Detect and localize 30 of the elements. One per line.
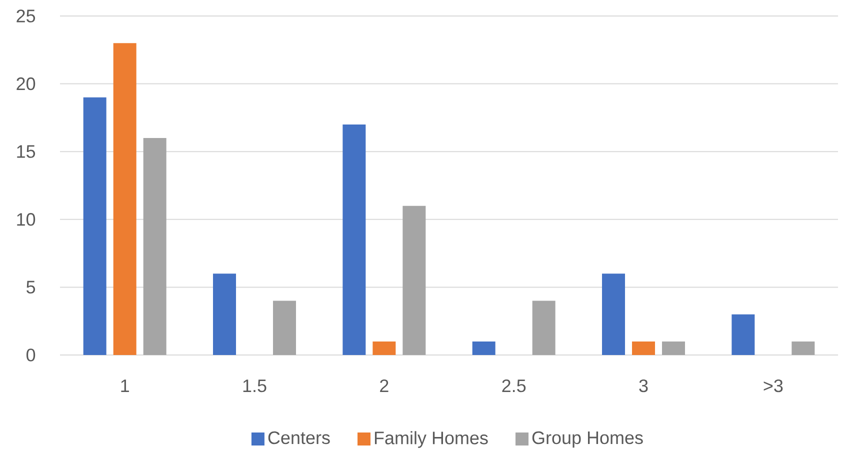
x-tick-label: 1.5	[243, 380, 266, 392]
bar	[213, 274, 236, 355]
legend-label: Group Homes	[532, 431, 643, 448]
bar	[732, 314, 755, 355]
bar	[83, 97, 106, 355]
bar	[402, 206, 426, 355]
x-tick-label: 3	[639, 379, 648, 392]
y-tick-label: 5	[26, 280, 36, 294]
y-tick-label: 25	[16, 10, 36, 22]
bar	[602, 274, 626, 355]
bar	[632, 341, 656, 355]
bar	[532, 300, 556, 355]
x-tick-label: >3	[764, 379, 783, 392]
bar	[273, 300, 296, 355]
x-tick-label: 2.5	[502, 379, 526, 392]
y-tick-label: 15	[17, 145, 36, 158]
bar	[472, 341, 496, 355]
bar	[662, 341, 686, 355]
bar	[143, 138, 166, 355]
x-tick-label: 1	[121, 380, 129, 392]
bar	[792, 341, 815, 355]
y-tick-label: 0	[26, 348, 36, 362]
x-tick-label: 2	[380, 379, 388, 392]
y-tick-label: 10	[17, 213, 36, 226]
bar	[342, 124, 366, 355]
legend-label: Family Homes	[374, 431, 488, 448]
bar	[113, 43, 136, 355]
legend-label: Centers	[268, 431, 330, 444]
bar	[372, 341, 396, 355]
y-tick-label: 20	[16, 77, 36, 90]
